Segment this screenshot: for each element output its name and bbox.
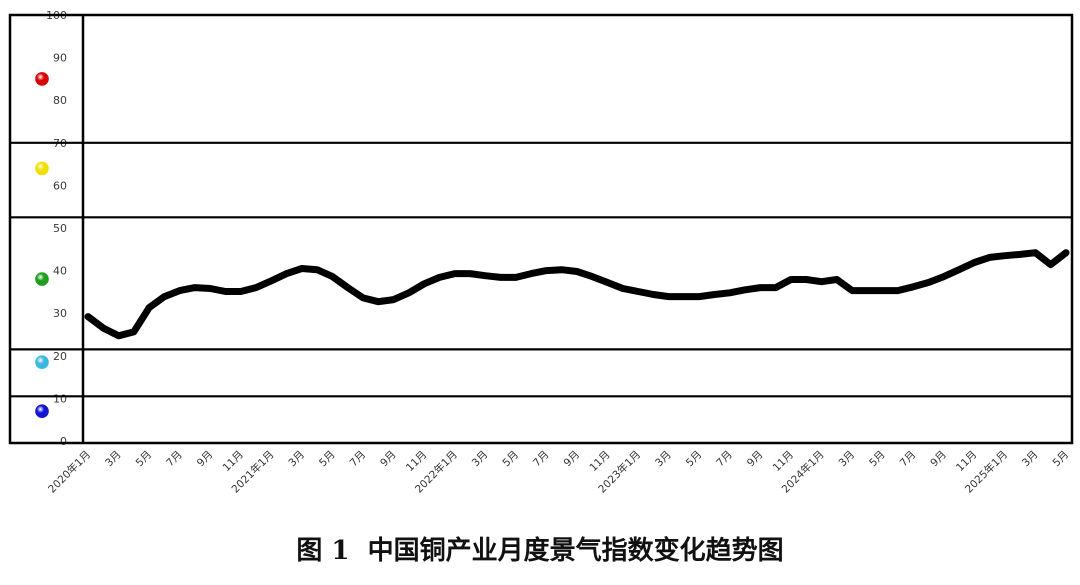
x-tick-label: 3月 bbox=[470, 449, 491, 470]
x-tick-label: 5月 bbox=[134, 449, 155, 470]
x-tick-label: 3月 bbox=[837, 449, 858, 470]
y-tick-label: 10 bbox=[53, 392, 67, 405]
y-tick-label: 80 bbox=[53, 94, 67, 107]
y-tick-label: 30 bbox=[53, 307, 67, 320]
x-tick-label: 9月 bbox=[195, 449, 216, 470]
x-tick-label: 5月 bbox=[684, 449, 705, 470]
x-tick-label: 5月 bbox=[867, 449, 888, 470]
x-tick-label: 7月 bbox=[714, 449, 735, 470]
x-tick-label: 5月 bbox=[1050, 449, 1071, 470]
y-tick-label: 90 bbox=[53, 52, 67, 65]
x-tick-label: 3月 bbox=[286, 449, 307, 470]
y-tick-label: 50 bbox=[53, 222, 67, 235]
x-tick-label: 2020年1月 bbox=[45, 448, 93, 496]
zone-boundary-lines bbox=[10, 141, 1072, 398]
x-tick-label: 9月 bbox=[745, 449, 766, 470]
x-tick-label: 11月 bbox=[404, 449, 429, 474]
zone-indicator-dots bbox=[35, 72, 49, 419]
zone-indicator-dot bbox=[35, 272, 49, 286]
x-tick-label: 3月 bbox=[653, 449, 674, 470]
x-tick-label: 7月 bbox=[531, 449, 552, 470]
y-tick-label: 40 bbox=[53, 265, 67, 278]
zone-indicator-dot bbox=[35, 404, 49, 419]
zone-indicator-dot bbox=[35, 161, 49, 176]
y-tick-label: 20 bbox=[53, 350, 67, 363]
x-tick-label: 7月 bbox=[164, 449, 185, 470]
chart-title: 图 1 中国铜产业月度景气指数变化趋势图 bbox=[296, 536, 784, 566]
x-tick-label: 7月 bbox=[898, 449, 919, 470]
y-tick-label: 0 bbox=[60, 435, 67, 448]
zone-indicator-dot bbox=[35, 72, 49, 86]
x-tick-label: 11月 bbox=[587, 449, 612, 474]
x-tick-label: 9月 bbox=[561, 449, 582, 470]
zone-indicator-dot bbox=[35, 355, 49, 370]
x-tick-label: 11月 bbox=[954, 449, 979, 474]
x-tick-label: 5月 bbox=[500, 449, 521, 470]
x-tick-label: 9月 bbox=[928, 449, 949, 470]
x-tick-label: 9月 bbox=[378, 449, 399, 470]
x-tick-label: 7月 bbox=[348, 449, 369, 470]
x-tick-label: 11月 bbox=[221, 449, 246, 474]
plot-frame bbox=[8, 13, 1074, 445]
y-tick-label: 60 bbox=[53, 179, 67, 192]
x-tick-label: 5月 bbox=[317, 449, 338, 470]
x-tick-label: 3月 bbox=[103, 449, 124, 470]
series-line bbox=[84, 249, 1070, 340]
x-tick-label: 11月 bbox=[771, 449, 796, 474]
x-tick-label: 3月 bbox=[1020, 449, 1041, 470]
series-layer bbox=[84, 249, 1070, 340]
